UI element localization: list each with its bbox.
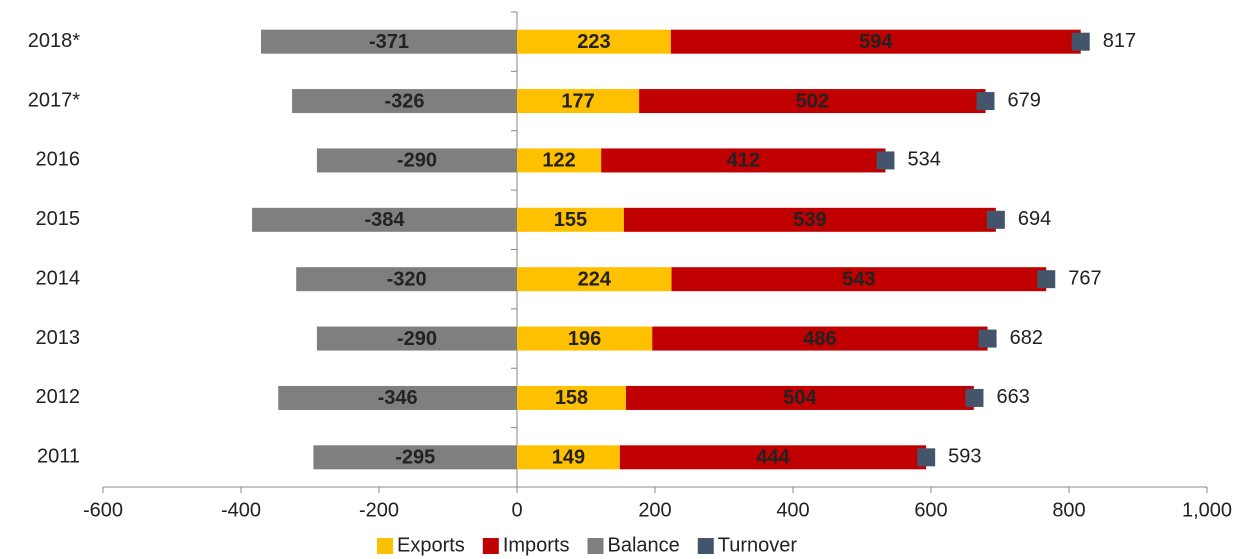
- legend-label: Turnover: [718, 534, 798, 556]
- bar: [601, 148, 886, 173]
- y-tick-label: 2018*: [28, 30, 80, 52]
- data-label: 412: [727, 150, 760, 172]
- x-tick-label: -400: [221, 499, 261, 521]
- legend-swatch: [377, 538, 393, 554]
- turnover-marker: [965, 388, 984, 407]
- bar: [626, 385, 974, 410]
- data-label: -290: [397, 150, 437, 172]
- data-label: 486: [803, 328, 836, 350]
- y-tick-label: 2014: [36, 267, 81, 289]
- legend-swatch: [697, 538, 714, 554]
- bar: [313, 445, 517, 470]
- data-label: 196: [568, 328, 601, 350]
- turnover-marker: [1071, 32, 1090, 51]
- bar: [278, 385, 517, 410]
- bar: [517, 29, 671, 54]
- y-tick-label: 2013: [36, 327, 81, 349]
- bar: [517, 445, 620, 470]
- x-tick-label: 400: [776, 499, 809, 521]
- turnover-marker: [1037, 270, 1056, 289]
- data-label: -371: [369, 31, 409, 53]
- data-label: 767: [1068, 267, 1101, 289]
- bar: [296, 267, 517, 292]
- bar: [517, 385, 627, 410]
- legend-swatch: [482, 538, 499, 554]
- y-tick-label: 2016: [36, 149, 81, 171]
- data-label: 534: [907, 149, 940, 171]
- bar: [670, 29, 1081, 54]
- y-tick-label: 2017*: [28, 89, 80, 111]
- x-tick-label: 0: [511, 499, 522, 521]
- legend-label: Exports: [397, 534, 465, 556]
- data-label: -326: [385, 90, 425, 112]
- data-label: 539: [793, 209, 826, 231]
- legend-label: Imports: [503, 534, 570, 556]
- turnover-marker: [978, 329, 997, 348]
- bar: [261, 29, 517, 54]
- turnover-marker: [986, 210, 1005, 229]
- legend-swatch: [587, 538, 604, 554]
- legend-label: Balance: [608, 534, 680, 556]
- data-label: 594: [859, 31, 893, 53]
- bar: [517, 267, 672, 292]
- data-label: -320: [387, 268, 427, 290]
- y-tick-label: 2011: [37, 446, 80, 468]
- x-tick-label: 1,000: [1182, 499, 1232, 521]
- y-tick-label: 2015: [36, 208, 81, 230]
- data-label: -346: [378, 387, 418, 409]
- data-label: 224: [578, 268, 612, 290]
- bar: [652, 326, 988, 351]
- data-label: 663: [996, 386, 1029, 408]
- bar: [517, 89, 640, 114]
- data-label: -295: [395, 447, 435, 469]
- x-tick-label: 600: [914, 499, 947, 521]
- bar: [252, 207, 518, 232]
- bar: [292, 89, 517, 114]
- turnover-marker: [876, 151, 895, 170]
- data-label: 155: [554, 209, 587, 231]
- data-label: 817: [1103, 30, 1136, 52]
- data-label: 502: [796, 90, 829, 112]
- x-tick-label: 200: [638, 499, 671, 521]
- bar: [316, 326, 517, 351]
- data-label: 223: [577, 31, 610, 53]
- data-label: 177: [561, 90, 594, 112]
- bar: [639, 89, 986, 114]
- data-label: 593: [948, 446, 981, 468]
- data-label: 679: [1008, 89, 1041, 111]
- x-tick-label: -600: [83, 499, 123, 521]
- legend: Exports Imports Balance Turnover: [377, 534, 797, 556]
- data-label: 158: [555, 387, 588, 409]
- data-label: 444: [756, 447, 790, 469]
- data-label: 682: [1010, 327, 1043, 349]
- turnover-marker: [917, 448, 936, 467]
- bar: [671, 267, 1047, 292]
- bar: [517, 326, 653, 351]
- data-label: 149: [552, 447, 585, 469]
- data-label: 504: [783, 387, 817, 409]
- data-label: 122: [542, 150, 575, 172]
- bar: [623, 207, 996, 232]
- turnover-marker: [976, 92, 995, 111]
- bar: [517, 148, 602, 173]
- bar: [517, 207, 624, 232]
- data-label: 694: [1018, 208, 1051, 230]
- bar: [316, 148, 517, 173]
- x-tick-label: -200: [359, 499, 399, 521]
- data-label: -290: [397, 328, 437, 350]
- data-label: 543: [842, 268, 875, 290]
- x-tick-label: 800: [1052, 499, 1085, 521]
- y-tick-label: 2012: [36, 386, 81, 408]
- bar: [619, 445, 927, 470]
- data-label: -384: [365, 209, 406, 231]
